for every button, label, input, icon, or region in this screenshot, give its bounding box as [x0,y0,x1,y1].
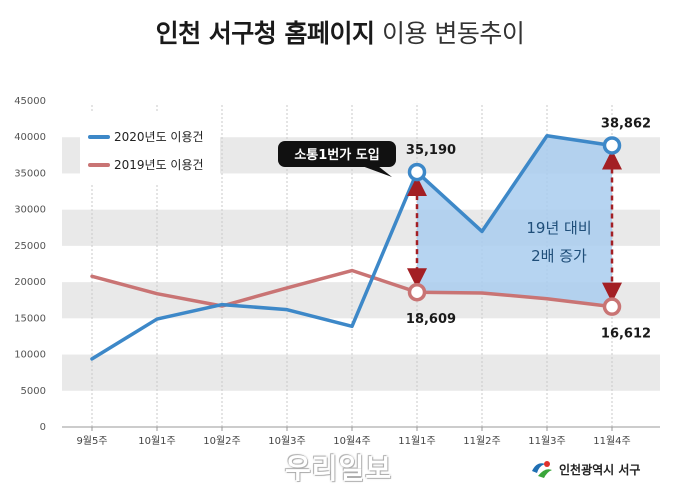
data-label: 18,609 [406,312,456,327]
series-line [90,268,614,309]
data-point-marker [602,297,622,316]
x-tick-label: 9월5주 [76,435,107,447]
y-tick-label: 45000 [14,96,46,107]
y-tick-label: 25000 [14,241,46,252]
callout-pointer [362,166,392,177]
chart-title-bold: 인천 서구청 홈페이지 [155,19,375,48]
x-tick-label: 11월4주 [593,435,631,447]
callout-label: 소통1번가 도입 [294,148,379,163]
x-tick-label: 10월4주 [333,435,371,447]
brand-name: 인천광역시 서구 [559,462,641,477]
x-tick-label: 11월3주 [528,435,566,447]
x-tick-label: 10월2주 [203,435,241,447]
y-tick-label: 40000 [14,132,46,143]
x-tick-label: 11월1주 [398,435,436,447]
data-point-marker [602,136,622,155]
x-tick-label: 10월1주 [138,435,176,447]
callout-bubble [278,141,396,167]
y-tick-label: 35000 [14,168,46,179]
y-tick-label: 5000 [21,386,46,397]
growth-annotation-line1: 19년 대비 [526,219,591,237]
watermark-text: 우리일보 [285,452,393,485]
x-tick-label: 11월2주 [463,435,501,447]
y-tick-label: 10000 [14,350,46,361]
y-tick-label: 0 [40,422,46,433]
legend-label: 2019년도 이용건 [114,158,204,172]
data-label: 38,862 [601,116,651,131]
data-point-marker [407,162,427,182]
y-tick-label: 20000 [14,277,46,288]
chart-title-light: 이용 변동추이 [381,19,525,48]
seogu-emblem-icon [532,461,552,478]
growth-area [417,135,612,307]
data-label: 16,612 [601,327,651,342]
grid-band [62,354,660,391]
data-point-marker [407,282,427,302]
data-label: 35,190 [406,143,456,158]
y-tick-label: 30000 [14,205,46,216]
legend-box [80,113,220,183]
legend-label: 2020년도 이용건 [114,130,204,144]
series-line [90,134,614,361]
chart-title: 인천 서구청 홈페이지 이용 변동추이 [0,14,680,50]
y-tick-label: 15000 [14,313,46,324]
growth-annotation-line2: 2배 증가 [531,247,587,265]
x-tick-label: 10월3주 [268,435,306,447]
brand-logo: 인천광역시 서구 [530,458,640,480]
